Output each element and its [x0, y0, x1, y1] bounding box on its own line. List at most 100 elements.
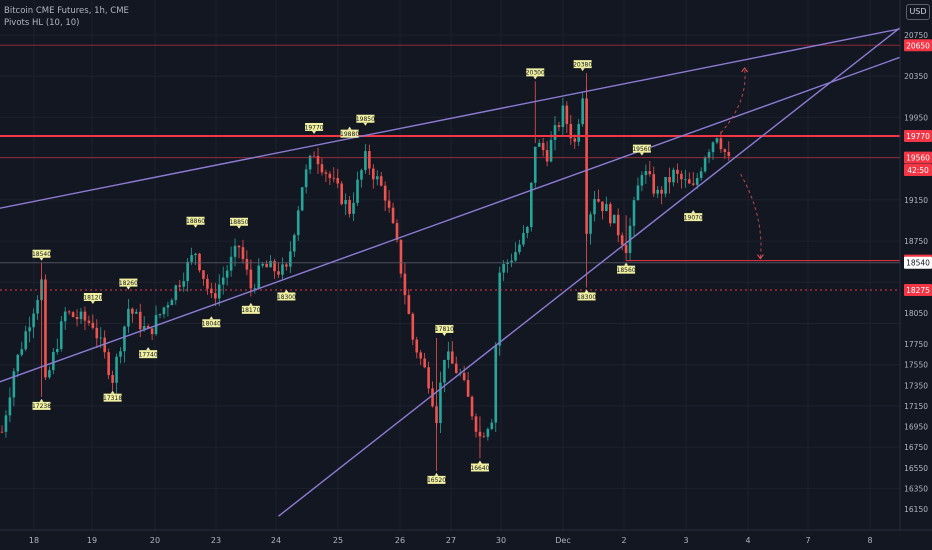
candle-body: [12, 371, 16, 398]
pivot-label-text: 18850: [229, 219, 248, 226]
candle-body: [320, 164, 324, 173]
candle-body: [502, 264, 505, 273]
candle-body: [510, 260, 513, 263]
candle: [348, 196, 351, 218]
candle: [609, 202, 612, 227]
candle: [375, 170, 379, 186]
pivot-label-pointer: [39, 257, 44, 261]
candle: [451, 341, 454, 364]
candle-body: [715, 138, 719, 143]
candle-body: [237, 245, 241, 248]
time-tick-label: 4: [745, 536, 750, 545]
candle-body: [79, 311, 83, 320]
candle-body: [32, 313, 35, 328]
projection-bull-path: [720, 67, 746, 134]
candle: [684, 169, 687, 188]
candle-body: [383, 185, 387, 201]
candle-body: [620, 235, 624, 245]
trendlines: [0, 18, 911, 517]
candle-body: [561, 105, 565, 128]
candle-body: [28, 327, 31, 332]
candle-body: [565, 105, 569, 125]
pivot-label-pointer: [584, 289, 589, 293]
price-badge-text: 42:50: [907, 166, 929, 175]
price-badge: 20650: [904, 39, 932, 52]
chart-legend: Bitcoin CME Futures, 1h, CME Pivots HL (…: [4, 5, 129, 29]
pivot-label-box: [617, 265, 636, 274]
candle-body: [533, 146, 537, 183]
time-tick-label: 23: [211, 536, 221, 545]
candle: [16, 353, 20, 378]
pivot-label-pointer: [237, 225, 241, 229]
candle: [123, 325, 126, 363]
candle-body: [680, 173, 683, 180]
candle-body: [135, 311, 138, 314]
candle-body: [636, 185, 640, 201]
candle-body: [75, 316, 79, 320]
candle: [265, 260, 268, 268]
pivot-label-pointer: [146, 347, 151, 351]
candle-body: [174, 285, 178, 301]
pivot-label-box: [119, 278, 138, 287]
candle: [676, 163, 679, 184]
candle-body: [573, 138, 577, 142]
pivot-label-text: 18040: [202, 321, 221, 328]
candle-body: [640, 175, 644, 186]
candle: [561, 97, 565, 137]
candle: [0, 425, 4, 434]
candle: [605, 196, 608, 212]
candle-body: [162, 307, 166, 315]
pivot-label: 17810: [435, 324, 454, 336]
candle: [150, 328, 154, 341]
price-badge: 19560: [904, 151, 932, 164]
candle-body: [245, 259, 249, 270]
projection-arrowhead: [757, 254, 764, 260]
candle: [225, 264, 229, 286]
time-tick-label: 2: [621, 536, 626, 545]
time-tick-label: 3: [683, 536, 688, 545]
time-tick-label: 7: [805, 536, 810, 545]
candle-body: [407, 295, 411, 314]
pivot-label-box: [32, 249, 51, 258]
candle-body: [490, 422, 494, 430]
candle-body: [194, 253, 197, 256]
candle-body: [514, 252, 517, 261]
candle: [601, 201, 604, 220]
candle: [439, 371, 442, 433]
candle: [518, 239, 521, 255]
indicator-title: Pivots HL (10, 10): [4, 18, 80, 28]
pivot-label: 19880: [340, 126, 359, 138]
candle-body: [699, 171, 703, 179]
projection-arrowhead: [741, 67, 748, 73]
candle-body: [221, 277, 225, 285]
pivot-label: 18170: [241, 302, 261, 314]
price-badge-text: 19560: [906, 154, 930, 163]
pivot-label-box: [32, 401, 51, 410]
candle: [115, 353, 118, 394]
candle: [87, 315, 91, 326]
pivot-label-box: [435, 324, 454, 333]
currency-button[interactable]: USD: [906, 4, 930, 20]
pivot-label-text: 18540: [32, 251, 51, 258]
pivot-label-pointer: [126, 286, 131, 290]
candle-body: [296, 210, 300, 236]
pivot-label: 17318: [103, 390, 122, 402]
candle-body: [67, 311, 71, 313]
candle: [162, 306, 166, 319]
candle: [332, 167, 336, 183]
candle-body: [577, 124, 580, 142]
candles: [0, 73, 731, 471]
candle: [691, 172, 695, 187]
pivot-label: 18860: [186, 216, 205, 228]
price-badge-bg: [904, 163, 932, 176]
price-tick-label: 17750: [904, 340, 928, 349]
candle-body: [241, 247, 245, 260]
candle: [91, 314, 95, 330]
candle: [71, 311, 75, 318]
candle-body: [360, 170, 363, 180]
candle: [336, 168, 340, 189]
candle-body: [530, 182, 533, 228]
candle: [119, 347, 122, 364]
candle-body: [16, 354, 20, 372]
